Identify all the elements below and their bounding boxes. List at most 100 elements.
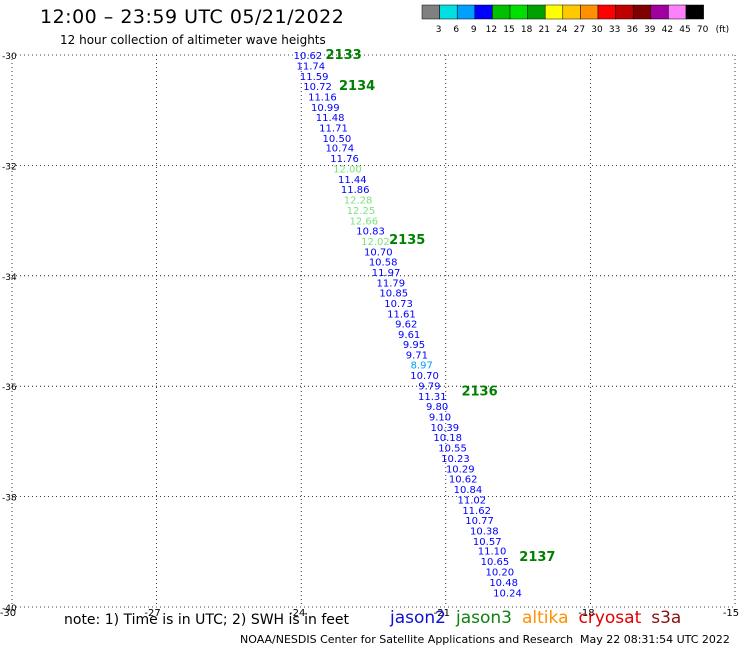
wave-height-value: 10.24: [493, 589, 522, 600]
scale-label: 12: [486, 25, 497, 35]
plot-area: -30 -27 -24 -21 -18 -15 -30 -32 -34 -36 -38 -40 10.6…: [0, 48, 739, 619]
pass-time-label: 2137: [519, 550, 555, 565]
wave-height-value: 12.02: [361, 237, 390, 248]
wave-height-value: 9.80: [426, 402, 448, 413]
wave-height-value: 9.61: [398, 330, 420, 341]
wave-height-value: 9.71: [406, 351, 428, 362]
y-tick-label: -38: [2, 494, 17, 504]
wave-height-value: 10.38: [470, 526, 499, 537]
wave-height-value: 10.74: [325, 144, 354, 155]
x-tick-label: -27: [144, 608, 160, 619]
wave-height-value: 11.48: [316, 113, 345, 124]
x-tick-label: -15: [723, 608, 739, 619]
scale-unit: (ft): [716, 25, 730, 35]
pass-time-label: 2136: [461, 385, 497, 400]
y-tick-label: -34: [2, 273, 17, 283]
wave-height-value: 10.55: [438, 443, 467, 454]
credit-text: NOAA/NESDIS Center for Satellite Applica…: [240, 633, 574, 646]
wave-height-value: 9.10: [429, 413, 451, 424]
scale-label: 45: [679, 25, 690, 35]
wave-height-value: 9.79: [418, 382, 440, 393]
x-tick-label: -24: [289, 608, 305, 619]
wave-height-value: 11.71: [319, 123, 348, 134]
color-scale: 3 6 9 12 15 18 21 24 27 30 33 36 39 42 45 70 (ft): [421, 4, 730, 35]
chart-subtitle: 12 hour collection of altimeter wave hei…: [60, 33, 326, 47]
wave-height-value: 10.29: [446, 464, 475, 475]
wave-height-value: 11.76: [330, 154, 359, 165]
wave-height-value: 10.48: [489, 578, 518, 589]
wave-height-value: 10.70: [364, 248, 393, 259]
wave-height-value: 12.66: [350, 217, 379, 228]
scale-label: 24: [556, 25, 568, 35]
wave-height-value: 10.70: [410, 371, 439, 382]
x-tick-label: -30: [0, 608, 16, 619]
y-tick-label: -30: [2, 52, 17, 62]
wave-height-value: 10.57: [473, 537, 502, 548]
legend-item-jason3: jason3: [456, 608, 512, 628]
pass-time-label: 2133: [326, 48, 362, 63]
scale-label: 15: [503, 25, 514, 35]
wave-height-value: 10.62: [449, 474, 478, 485]
y-tick-label: -36: [2, 383, 17, 393]
wave-height-value: 10.62: [294, 51, 323, 62]
wave-height-value: 10.50: [323, 134, 352, 145]
pass-time-label: 2135: [389, 233, 425, 248]
legend-item-jason2: jason2: [390, 608, 446, 628]
wave-height-value: 10.20: [485, 568, 514, 579]
wave-height-value: 11.86: [341, 185, 370, 196]
scale-label: 6: [453, 25, 459, 35]
scale-label: 36: [626, 25, 638, 35]
wave-height-value: 10.83: [356, 227, 385, 238]
wave-height-value: 11.61: [387, 309, 416, 320]
wave-height-value: 11.31: [418, 392, 447, 403]
wave-height-value: 11.59: [300, 72, 329, 83]
x-tick-label: -18: [578, 608, 594, 619]
wave-height-value: 10.99: [311, 103, 340, 114]
y-tick-label: -40: [2, 604, 17, 614]
wave-height-value: 11.62: [462, 506, 491, 517]
scale-label: 21: [538, 25, 549, 35]
scale-swatch: [685, 4, 704, 20]
wave-height-value: 11.44: [338, 175, 367, 186]
wave-height-value: 11.79: [377, 278, 406, 289]
wave-height-value: 10.39: [431, 423, 460, 434]
wave-height-value: 9.95: [403, 340, 425, 351]
wave-height-value: 11.16: [308, 92, 337, 103]
x-tick-label: -21: [434, 608, 450, 619]
wave-height-value: 10.23: [441, 454, 470, 465]
scale-label: 3: [436, 25, 442, 35]
wave-height-value: 10.77: [465, 516, 494, 527]
wave-height-value: 10.65: [481, 557, 510, 568]
scale-label: 33: [609, 25, 620, 35]
wave-height-value: 11.74: [297, 61, 326, 72]
scale-label: 27: [574, 25, 585, 35]
wave-height-value: 8.97: [411, 361, 433, 372]
chart-title: 12:00 – 23:59 UTC 05/21/2022: [40, 6, 345, 28]
note-text: note: 1) Time is in UTC; 2) SWH is in fe…: [64, 612, 350, 628]
scale-label: 42: [662, 25, 673, 35]
scale-label: 30: [591, 25, 603, 35]
wave-height-value: 10.58: [369, 257, 398, 268]
scale-label: 9: [471, 25, 477, 35]
wave-height-value: 10.84: [454, 485, 483, 496]
legend-item-s3a: s3a: [651, 608, 682, 628]
y-tick-label: -32: [2, 162, 17, 172]
timestamp-text: May 22 08:31:54 UTC 2022: [580, 633, 730, 646]
wave-height-value: 10.85: [379, 288, 408, 299]
legend-item-altika: altika: [522, 608, 569, 628]
satellite-legend: jason2 jason3 altika cryosat s3a: [390, 608, 691, 628]
wave-height-value: 11.97: [372, 268, 401, 279]
wave-height-value: 9.62: [395, 319, 417, 330]
wave-height-value: 11.02: [458, 495, 487, 506]
wave-height-value: 12.00: [333, 165, 362, 176]
wave-height-value: 12.28: [344, 196, 373, 207]
scale-label: 18: [521, 25, 533, 35]
pass-time-label: 2134: [339, 79, 375, 94]
wave-height-value: 10.72: [303, 82, 332, 93]
wave-height-value: 11.10: [478, 547, 507, 558]
legend-item-cryosat: cryosat: [578, 608, 642, 628]
wave-height-value: 12.25: [347, 206, 376, 217]
wave-height-value: 10.73: [384, 299, 413, 310]
scale-label: 39: [644, 25, 656, 35]
wave-height-value: 10.18: [433, 433, 462, 444]
